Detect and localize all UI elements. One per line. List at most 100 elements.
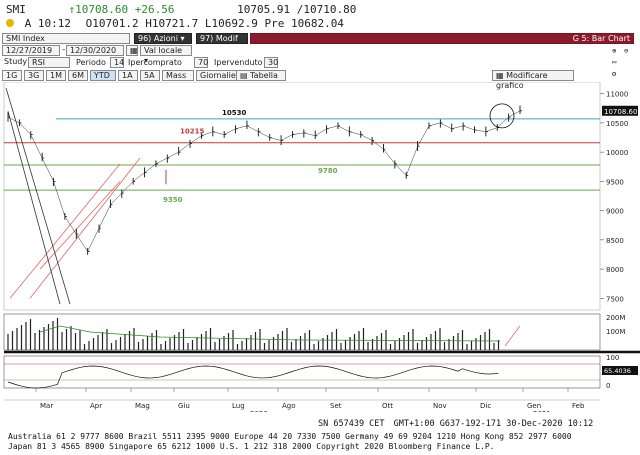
volume-average-line	[39, 325, 501, 342]
contacts-line-2: Japan 81 3 4565 8900 Singapore 65 6212 1…	[8, 442, 495, 451]
last-price-label: 10708.60	[604, 108, 637, 116]
price-tick-label: 9000	[606, 208, 624, 216]
bid-price: 10705.91	[237, 3, 291, 16]
price-chart[interactable]: 11000 10500 10000 9500 9000 8500 8000 7500 10530…	[0, 81, 640, 418]
study-select[interactable]: RSI	[28, 57, 70, 68]
price-tick-label: 7500	[606, 295, 624, 303]
rsi-line	[7, 365, 499, 389]
price-tick-label: 9500	[606, 178, 624, 186]
actions-menu[interactable]: 96) Azioni ▾	[134, 33, 192, 44]
chart-toolbar-icon[interactable]: ▭	[612, 58, 617, 66]
price-path	[189, 135, 202, 144]
downtrend-line	[7, 111, 61, 305]
price-path	[405, 146, 418, 176]
price-path	[440, 122, 452, 129]
price-tick-label: 10000	[606, 149, 628, 157]
table-button[interactable]: ▤ Tabella	[236, 70, 286, 81]
price-path	[360, 134, 373, 141]
overbought-input[interactable]: 70	[194, 57, 208, 68]
volume-arrow	[504, 325, 521, 347]
security-field[interactable]: SMI Index	[2, 33, 130, 44]
price-path	[315, 128, 327, 136]
price-path	[235, 125, 247, 130]
low-value: 10692.9	[211, 17, 258, 30]
date-to-input[interactable]: 12/30/2020	[66, 45, 124, 56]
rsi-tick-label: 100	[606, 354, 619, 362]
month-label: Ago	[282, 402, 296, 410]
calendar-icon[interactable]: ▦	[126, 45, 138, 56]
price-path	[224, 128, 236, 135]
year-label: 2020	[250, 410, 268, 412]
range-button-5a[interactable]: 5A	[140, 70, 160, 81]
price-path	[133, 172, 145, 182]
high-label: H	[145, 17, 152, 30]
table-label: Tabella	[250, 71, 278, 80]
price-path	[30, 134, 43, 159]
gmt-timestamp: GMT+1:00 G637-192-171 30-Dec-2020 10:12	[393, 419, 594, 429]
price-path	[7, 116, 20, 124]
range-button-mass[interactable]: Mass	[162, 70, 194, 81]
prev-value: 10682.04	[290, 17, 344, 30]
level-annotation: 9350	[163, 196, 183, 204]
price-path	[246, 125, 259, 132]
price-path	[349, 131, 361, 135]
currency-label: Val locale	[144, 46, 183, 55]
range-button-1m[interactable]: 1M	[46, 70, 66, 81]
price-path	[212, 131, 225, 135]
price-path	[178, 143, 191, 153]
currency-select[interactable]: Val locale ▾	[140, 45, 192, 65]
month-label: Giu	[178, 402, 190, 410]
price-change: +26.56	[134, 3, 175, 16]
zoom-in-icon[interactable]: ⊕	[612, 47, 617, 55]
chevron-down-icon: ▾	[180, 34, 185, 43]
oversold-input[interactable]: 30	[264, 57, 278, 68]
edit-chart-button[interactable]: ▦ Modificare grafico	[492, 70, 574, 90]
range-button-1g[interactable]: 1G	[2, 70, 22, 81]
price-path	[280, 134, 293, 141]
price-path	[451, 125, 464, 130]
volume-tick-label: 100M	[606, 328, 625, 336]
rsi-tick-label: 0	[606, 382, 610, 390]
study-label: Study	[4, 57, 28, 66]
chart-title: G 5: Bar Chart	[572, 34, 630, 43]
range-button-6m[interactable]: 6M	[68, 70, 88, 81]
price-path	[87, 228, 100, 252]
price-path	[201, 131, 213, 137]
period-input[interactable]: 14	[110, 57, 124, 68]
highlight-circle	[489, 103, 515, 129]
month-label: Ott	[382, 402, 393, 410]
edit-chart-label: Modificare grafico	[496, 71, 548, 90]
ticker: SMI	[6, 3, 26, 16]
volume-tick-label: 200M	[606, 314, 625, 322]
rsi-value-label: 65.4036	[604, 367, 631, 375]
oversold-label: Ipervenduto	[214, 58, 263, 67]
price-path	[508, 110, 521, 118]
settings-icon[interactable]: ⚙	[612, 70, 617, 78]
price-path	[110, 192, 122, 205]
price-path	[292, 132, 304, 135]
low-label: L	[204, 17, 212, 30]
open-value: 10701.2	[92, 17, 139, 30]
chart-area[interactable]: 11000 10500 10000 9500 9000 8500 8000 7500 10530…	[0, 81, 640, 418]
level-annotation: 9780	[318, 167, 338, 175]
range-button-1a[interactable]: 1A	[118, 70, 138, 81]
date-separator: -	[61, 45, 67, 55]
modify-menu[interactable]: 97) Modif ▾	[196, 33, 248, 53]
range-button-3g[interactable]: 3G	[24, 70, 44, 81]
month-label: Nov	[433, 402, 447, 410]
month-label: Feb	[572, 402, 585, 410]
contacts-line-1: Australia 61 2 9777 8600 Brazil 5511 239…	[8, 432, 572, 441]
overbought-label: Ipercomprato	[128, 58, 182, 67]
price-path	[463, 125, 475, 131]
zoom-out-icon[interactable]: ⊖	[624, 47, 629, 55]
modify-label: Modif	[215, 34, 238, 43]
date-from-input[interactable]: 12/27/2019	[2, 45, 60, 56]
price-path	[53, 181, 66, 217]
month-label: Lug	[232, 402, 245, 410]
rsi-panel-frame	[3, 355, 601, 389]
price-path	[485, 127, 498, 132]
price-path	[64, 216, 77, 235]
range-button-ytd[interactable]: YTD	[90, 70, 116, 81]
month-label: Mag	[135, 402, 150, 410]
prev-label: Pre	[264, 17, 285, 30]
